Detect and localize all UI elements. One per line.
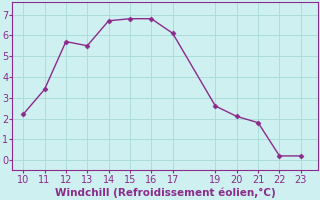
X-axis label: Windchill (Refroidissement éolien,°C): Windchill (Refroidissement éolien,°C): [55, 187, 276, 198]
